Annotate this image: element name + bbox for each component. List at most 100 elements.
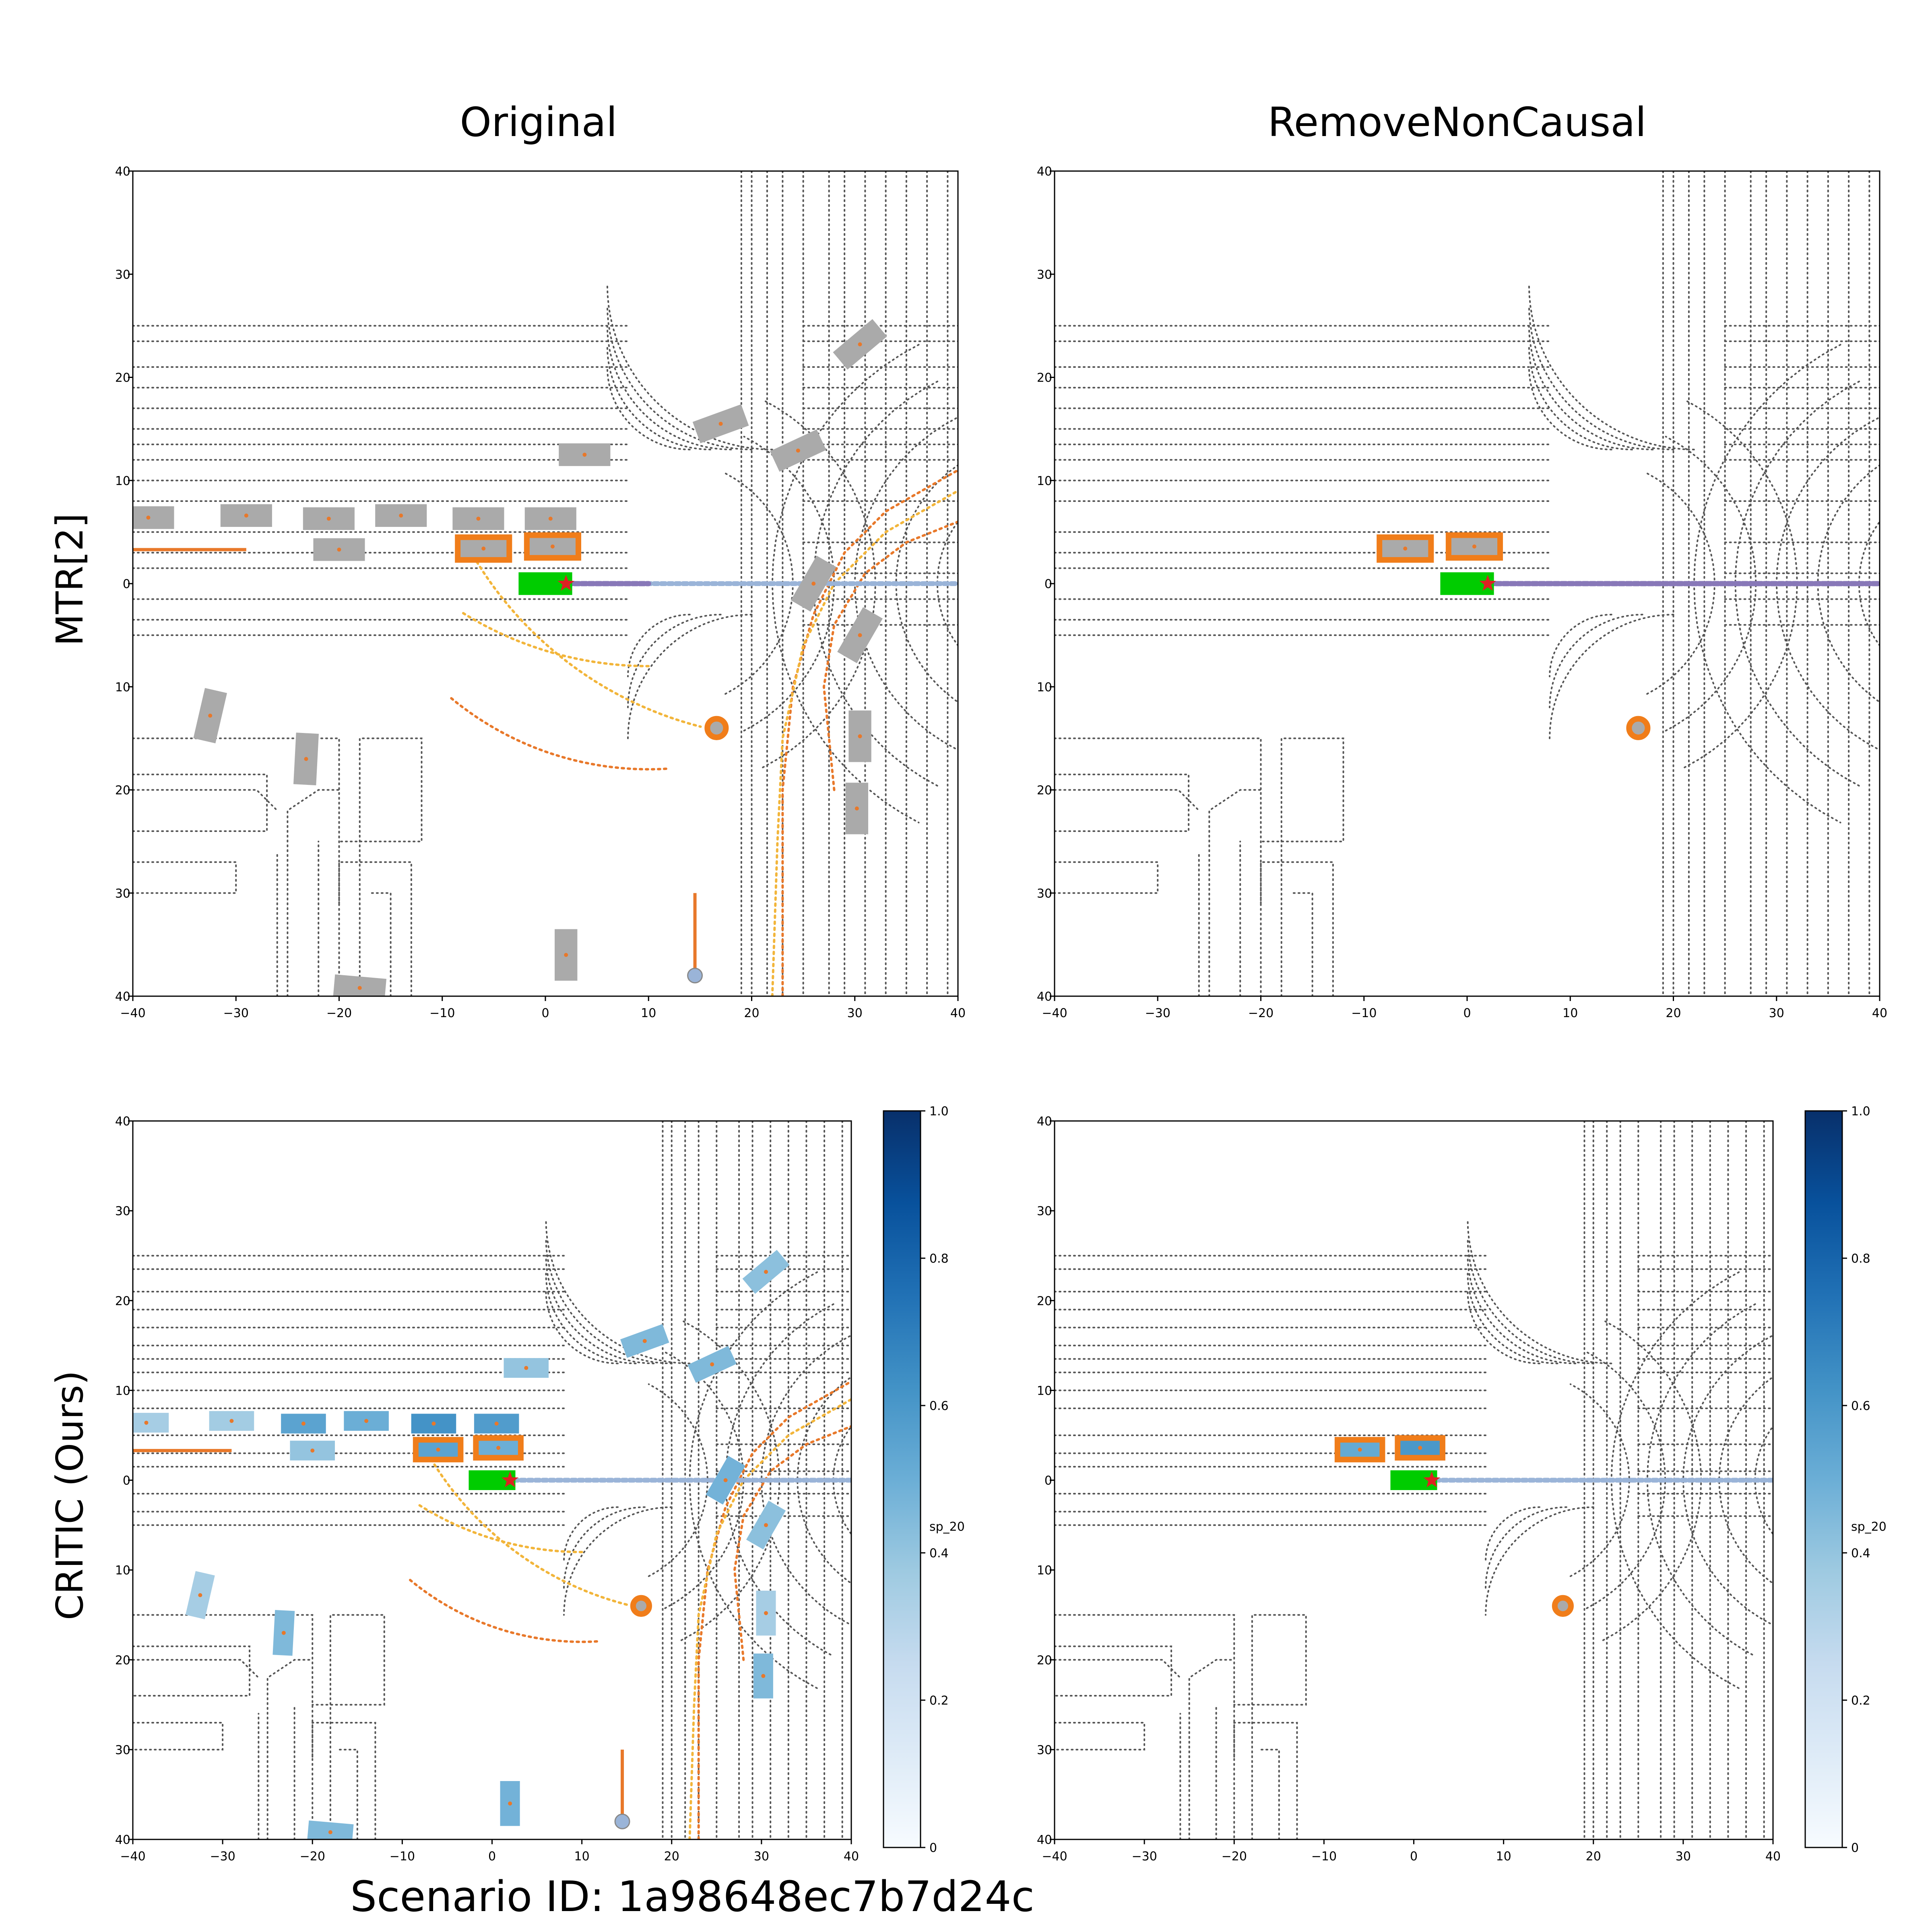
x-tick-label: −40 [120,1006,145,1020]
y-tick-label: 10 [115,1564,130,1578]
road-lane-line [1485,1506,1567,1589]
road-lane-line [627,613,691,677]
x-tick-label: −20 [326,1006,352,1020]
agent-center-dot [764,1611,768,1615]
x-tick-label: −20 [1222,1849,1247,1864]
agent-center-dot [524,1366,528,1370]
colorbar-tick-label: 0.6 [929,1399,949,1413]
road-lane-line [1586,1351,1666,1609]
road-lane-line [1055,1659,1181,1679]
colorbar-tick-label: 0 [1851,1841,1859,1855]
road-lane-line [760,1335,851,1625]
road-lane-line [1260,1748,1280,1839]
y-tick-label: 40 [115,165,130,179]
y-tick-label: 10 [115,474,130,488]
column-title-removenoncausal: RemoveNonCausal [1268,99,1647,146]
plot-area [1055,1121,1773,1839]
road-lane-line [133,789,278,811]
road-lane-line [1528,366,1612,450]
agent-prediction-trajectory [418,1437,629,1606]
colorbar-tick-label: 0.4 [929,1546,949,1560]
agent-prediction-trajectory [417,1503,583,1553]
agent-center-dot [550,544,555,549]
agent-prediction-trajectory [459,610,650,667]
y-tick-label: 10 [1037,1384,1052,1398]
x-tick-label: −10 [1311,1849,1337,1864]
road-lane-line [1467,1237,1594,1364]
y-tick-label: 40 [115,1115,130,1129]
agent-center-dot [326,516,331,521]
y-tick-label: 20 [1037,371,1052,385]
road-lane-line [133,1659,260,1679]
road-lane-line [545,1290,619,1364]
y-tick-label: 40 [115,1833,130,1847]
road-lane-line [1467,1219,1612,1364]
x-tick-label: 0 [488,1849,496,1864]
road-lane-line [545,1237,673,1364]
road-lane-line [813,380,939,787]
road-lane-line [1260,861,1334,996]
row-title-mtr: MTR[2] [48,513,91,646]
agent-vehicle [133,1413,169,1433]
colorbar-tick-label: 0.4 [1851,1546,1870,1560]
road-lane-line [563,1506,619,1562]
road-lane-line [287,789,340,996]
road-lane-line [545,1219,691,1364]
road-lane-line [648,1383,709,1577]
agent-prediction-trajectory [461,534,702,728]
colorbar [883,1110,921,1848]
x-tick-label: 30 [1769,1006,1784,1020]
road-lane-line [1055,1721,1146,1750]
agent-center-dot [564,953,568,957]
road-lane-line [1467,1273,1558,1364]
agent-center-dot [244,513,248,518]
y-tick-label: 30 [115,268,130,282]
y-tick-label: 0 [123,1474,130,1488]
agent-center-dot [718,421,723,426]
agent-prediction-trajectory [781,469,958,996]
x-tick-label: −10 [429,1006,455,1020]
road-lane-line [338,861,412,996]
road-lane-line [266,1659,314,1839]
y-tick-label: 20 [1037,1653,1052,1668]
colorbar-tick-label: 0.2 [929,1694,949,1708]
agent-prediction-trajectory [688,1398,851,1839]
y-tick-label: 20 [115,1294,130,1308]
causal-agent-vehicle [1445,532,1503,561]
y-tick-label: 30 [1037,1204,1052,1218]
x-tick-label: −30 [1131,1849,1157,1864]
agent-center-dot [548,516,553,521]
agent-center-dot [476,516,481,521]
agent-center-dot [208,714,213,718]
y-tick-label: 10 [115,1384,130,1398]
road-lane-line [369,892,392,996]
agent-center-dot [811,582,816,586]
causal-agent-vehicle [413,1437,464,1463]
agent-center-dot [304,757,308,761]
agent-center-dot [1418,1446,1422,1450]
y-tick-label: 10 [1037,680,1052,694]
agent-center-dot [494,1421,499,1426]
agent-center-dot [858,633,862,638]
road-lane-line [1260,737,1344,996]
agent-prediction-trajectory [409,1579,600,1643]
x-tick-label: −30 [223,1006,249,1020]
colorbar-tick-label: 0.8 [1851,1252,1870,1266]
road-lane-line [1549,613,1612,677]
agent-prediction-trajectory [822,520,958,791]
road-lane-line [1485,1506,1594,1616]
road-lane-line [1569,1383,1631,1577]
x-tick-label: −40 [1042,1849,1067,1864]
agent-center-dot [642,1339,647,1343]
x-tick-label: 10 [641,1006,656,1020]
y-tick-label: 30 [115,887,130,901]
y-tick-label: 30 [1037,268,1052,282]
pedestrian-marker [687,968,703,984]
y-tick-label: 40 [1037,990,1052,1004]
x-tick-label: −30 [210,1849,235,1864]
panel-orig-mtr: −40 −30 −20 −10 0 10 20 30 40 40 30 20 10 0 10 20 30 40 [115,165,966,1020]
agent-center-dot [301,1421,305,1426]
road-lane-line [545,1273,637,1364]
agent-center-dot [858,734,862,739]
x-tick-label: 0 [1410,1849,1418,1864]
